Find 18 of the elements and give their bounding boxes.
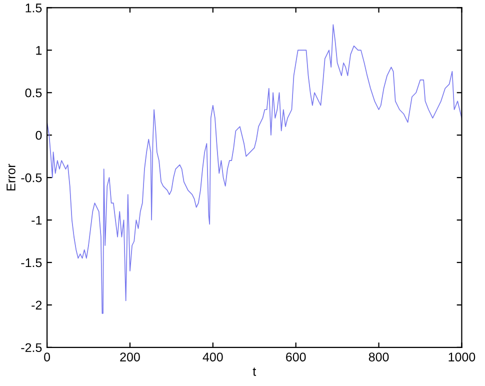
x-tick-label: 200 bbox=[120, 352, 140, 362]
y-tick-label: -1.5 bbox=[21, 258, 42, 268]
x-tick-label: 1000 bbox=[448, 352, 476, 362]
y-tick-label: 1.5 bbox=[26, 4, 42, 12]
x-tick-label: 800 bbox=[368, 352, 389, 362]
x-axis-title: t bbox=[252, 368, 256, 376]
y-tick-label: 0 bbox=[36, 130, 42, 140]
y-tick-label: 1 bbox=[36, 46, 42, 55]
y-tick-label: -1 bbox=[32, 216, 42, 225]
y-tick-label: 0.5 bbox=[25, 88, 42, 98]
line-series bbox=[47, 24, 462, 314]
y-tick-label: -2.5 bbox=[21, 343, 42, 352]
x-tick-label: 400 bbox=[202, 352, 223, 362]
x-tick-label: 0 bbox=[44, 352, 50, 362]
y-axis-title: Error bbox=[6, 164, 16, 190]
y-tick-label: -2 bbox=[32, 300, 42, 310]
y-tick-label: -0.5 bbox=[21, 173, 42, 182]
x-tick-label: 600 bbox=[286, 352, 306, 362]
